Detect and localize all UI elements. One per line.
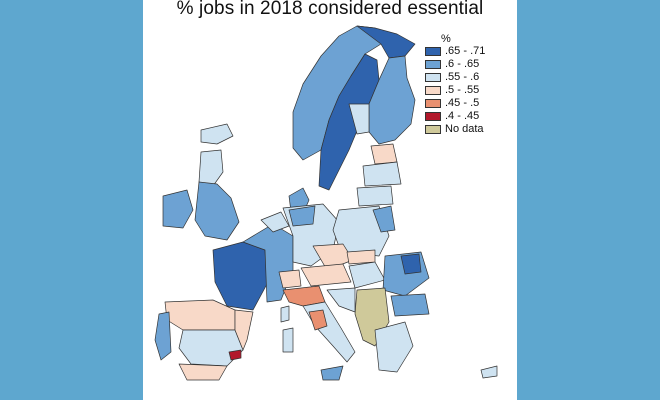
legend-swatch	[425, 47, 441, 56]
legend-label: No data	[445, 123, 484, 135]
region-balearic	[228, 349, 242, 361]
region-lithuania	[356, 185, 394, 207]
region-corsica	[280, 305, 290, 323]
region-slovakia	[346, 249, 376, 265]
region-benelux	[260, 211, 290, 233]
legend-label: .65 - .71	[445, 45, 486, 57]
region-poland-east	[372, 205, 396, 233]
region-italy	[302, 301, 356, 363]
region-ireland	[162, 189, 194, 229]
map-legend: % .65 - .71 .6 - .65 .55 - .6 .5 - .55 .…	[425, 33, 485, 136]
legend-label: .4 - .45	[445, 110, 480, 122]
legend-label: .6 - .65	[445, 58, 480, 70]
region-romania-ne	[400, 253, 422, 275]
region-latvia	[362, 161, 402, 187]
legend-item: .45 - .5	[425, 97, 485, 110]
legend-item: .55 - .6	[425, 71, 485, 84]
region-hungary	[348, 261, 386, 289]
region-cyprus	[480, 365, 498, 379]
region-poland	[332, 205, 390, 257]
region-france-west	[212, 241, 268, 311]
legend-title: %	[441, 33, 451, 45]
legend-label: .55 - .6	[445, 71, 480, 83]
region-austria	[300, 263, 352, 287]
region-greece	[374, 321, 414, 373]
region-north-cape	[356, 25, 416, 59]
legend-item: .65 - .71	[425, 45, 485, 58]
legend-label: .45 - .5	[445, 97, 480, 109]
region-bulgaria	[390, 293, 430, 317]
legend-swatch	[425, 60, 441, 69]
legend-item: .6 - .65	[425, 58, 485, 71]
region-estonia	[370, 143, 398, 165]
map-figure: % jobs in 2018 considered essential % .6…	[143, 0, 517, 400]
region-switzerland	[278, 269, 302, 289]
region-spain-south	[178, 363, 228, 381]
region-spain-north	[164, 299, 236, 331]
region-spain-center	[178, 329, 244, 367]
legend-swatch	[425, 112, 441, 121]
legend-label: .5 - .55	[445, 84, 480, 96]
region-spain-east	[234, 309, 254, 351]
region-sicily	[320, 365, 344, 381]
region-italy-center	[308, 309, 328, 331]
europe-choropleth-map	[154, 25, 498, 381]
legend-item: .4 - .45	[425, 110, 485, 123]
region-portugal	[154, 311, 172, 361]
legend-swatch	[425, 73, 441, 82]
legend-item: No data	[425, 123, 485, 136]
map-title: % jobs in 2018 considered essential	[176, 0, 484, 19]
region-sardinia	[282, 327, 294, 353]
region-iceland	[200, 123, 234, 145]
region-scotland	[198, 149, 224, 187]
legend-swatch	[425, 99, 441, 108]
region-germany-north	[288, 205, 316, 227]
legend-swatch	[425, 86, 441, 95]
region-england	[194, 181, 240, 241]
legend-item: .5 - .55	[425, 84, 485, 97]
region-finland-south	[348, 103, 370, 135]
region-croatia	[326, 287, 356, 313]
region-sweden	[318, 53, 380, 191]
legend-swatch	[425, 125, 441, 134]
